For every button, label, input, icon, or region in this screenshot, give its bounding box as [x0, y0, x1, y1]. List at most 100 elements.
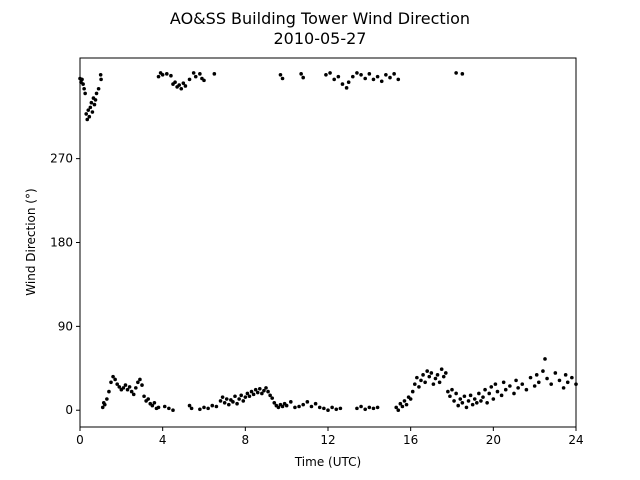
point [549, 382, 553, 386]
point [214, 404, 219, 409]
point [346, 80, 351, 85]
point [470, 402, 475, 407]
point [227, 402, 231, 407]
point [258, 386, 262, 391]
point [253, 387, 258, 392]
point [334, 407, 339, 412]
point [326, 408, 330, 413]
point [289, 400, 293, 404]
y-axis-label: Wind Direction (°) [24, 188, 38, 295]
point [160, 72, 165, 77]
point [88, 105, 93, 110]
point [508, 384, 512, 388]
point [198, 407, 202, 412]
point [448, 394, 452, 399]
point [113, 377, 117, 382]
point [299, 72, 303, 76]
y-tick-label: 90 [58, 319, 73, 333]
point [557, 378, 562, 383]
point [129, 389, 134, 394]
point [125, 387, 130, 392]
point [462, 394, 467, 399]
point [413, 382, 417, 386]
point [336, 74, 341, 79]
point [402, 399, 407, 403]
point [187, 403, 192, 408]
point [278, 72, 283, 77]
point [363, 76, 368, 81]
point [181, 81, 186, 85]
point [309, 404, 314, 409]
point [202, 405, 206, 410]
point [456, 403, 461, 408]
point [423, 380, 427, 385]
point [340, 82, 345, 86]
point [179, 86, 184, 91]
point [328, 71, 332, 75]
point [454, 391, 458, 396]
point [545, 376, 549, 381]
point [454, 71, 458, 75]
point [520, 382, 525, 386]
point [472, 397, 477, 401]
chart-subtitle: 2010-05-27 [274, 29, 367, 48]
point [553, 371, 558, 375]
point [499, 393, 504, 398]
point [193, 74, 198, 79]
point [245, 391, 250, 396]
point [379, 79, 384, 84]
point [437, 380, 442, 385]
x-tick-label: 12 [320, 433, 335, 447]
point [355, 406, 359, 411]
point [344, 86, 349, 90]
point [481, 395, 485, 399]
point [487, 391, 492, 396]
point [96, 86, 101, 91]
point [111, 374, 115, 379]
point [260, 391, 264, 396]
point [150, 403, 155, 408]
point [280, 404, 285, 409]
point [272, 400, 277, 405]
point [532, 384, 537, 388]
point [109, 380, 113, 385]
point [396, 408, 401, 413]
point [121, 386, 126, 390]
point [202, 78, 206, 83]
point [446, 389, 450, 394]
point [398, 401, 403, 406]
point [563, 373, 568, 377]
point [524, 387, 529, 392]
point [297, 404, 301, 409]
point [94, 91, 99, 96]
point [330, 405, 334, 410]
point [444, 371, 448, 375]
x-axis-label: Time (UTC) [294, 455, 361, 469]
x-tick-label: 16 [403, 433, 418, 447]
point [460, 72, 465, 76]
point [431, 382, 436, 386]
point [138, 377, 142, 382]
point [450, 387, 454, 392]
point [464, 405, 469, 410]
point [183, 84, 188, 88]
point [324, 72, 328, 77]
point [87, 114, 92, 119]
point [375, 74, 380, 79]
point [249, 389, 254, 394]
point [268, 393, 272, 398]
point [167, 406, 171, 411]
point [93, 98, 98, 102]
point [220, 395, 225, 399]
point [131, 392, 136, 397]
point [301, 75, 306, 80]
point [98, 72, 103, 77]
point [466, 399, 471, 403]
point [251, 392, 256, 397]
y-tick-label: 180 [50, 236, 73, 250]
point [371, 406, 376, 411]
point [460, 400, 465, 405]
point [561, 386, 566, 390]
